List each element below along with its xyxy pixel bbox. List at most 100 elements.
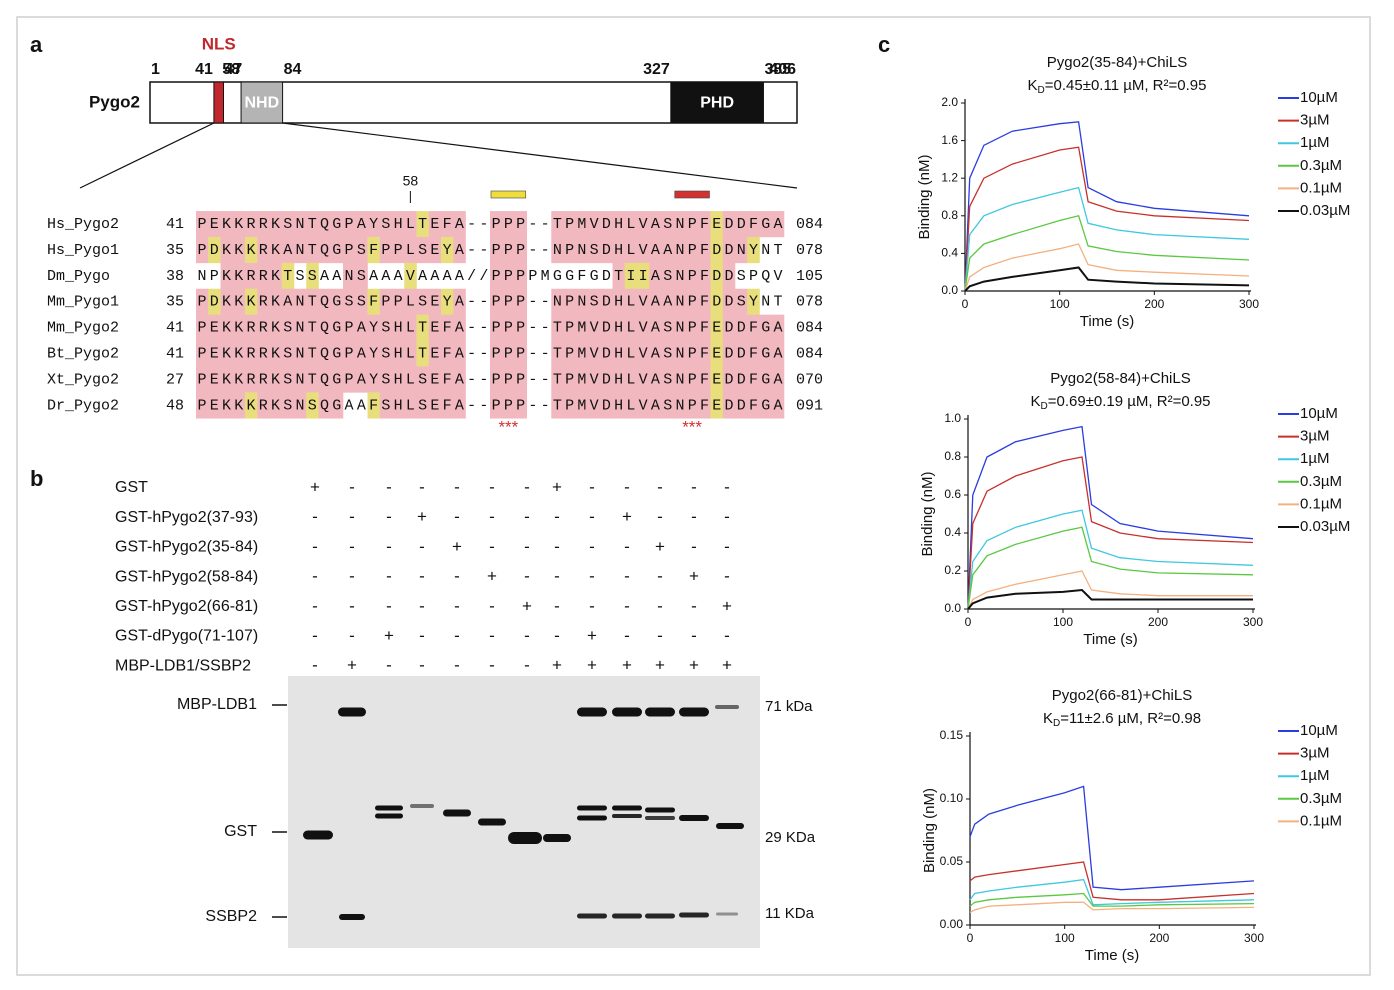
position-label: 41 [195,61,213,78]
residue-shade [196,340,209,367]
panel-label: c [878,32,890,57]
sequence-end: 084 [796,320,823,337]
lane-sign: - [489,507,495,526]
residue-shade [722,262,736,290]
residue-shade [367,288,381,315]
y-tick-label: 0.4 [941,246,958,260]
residue-shade [490,392,503,419]
y-tick-label: 0.15 [940,728,964,742]
lane-sign: - [724,537,730,556]
residue-shade [208,314,221,341]
residue-shade [698,236,711,264]
lane-sign: - [624,567,630,586]
sequence-name: Dr_Pygo2 [47,397,119,414]
residue-shade [428,288,442,315]
residue-shade [661,366,675,393]
residue-shade [722,392,736,419]
lane-sign: + [384,626,394,645]
residue-shade [232,314,246,341]
gel-band [543,834,571,842]
residue-shade [269,211,283,238]
residue-shade [698,288,711,315]
residue-shade [637,288,650,315]
lane-sign: + [452,537,462,556]
domain-label: NLS [202,34,236,53]
residue-shade [379,314,393,341]
residue-shade [257,340,270,367]
lane-sign: - [312,596,318,615]
residue-shade [220,262,234,290]
residue-shade [698,340,711,367]
residue-shade [330,211,344,238]
residue-shade [416,340,430,367]
residue-shade [392,340,405,367]
lane-sign: - [454,596,460,615]
residue-shade [294,288,307,315]
lane-sign: - [589,537,595,556]
residue-shade [257,288,270,315]
residue-shade [245,366,258,393]
residue-shade [294,236,307,264]
residue-shade [735,366,748,393]
residue-shade [355,366,368,393]
residue-shade [318,340,332,367]
motif-bar [674,190,710,199]
lane-sign: - [624,626,630,645]
residue-shade [306,366,319,393]
position-label: 1 [151,61,160,78]
lane-sign: - [419,656,425,675]
lane-sign: - [312,656,318,675]
legend-label: 10µM [1300,405,1338,422]
residue-shade [196,392,209,419]
gel-band [443,809,471,817]
residue-shade [441,236,454,264]
sequence-end: 070 [796,371,823,388]
sequence-start: 35 [166,242,184,259]
residue-shade [710,314,724,341]
lane-sign: - [489,537,495,556]
binding-curve [969,785,1255,891]
lane-sign: - [624,596,630,615]
residue-shade [343,366,356,393]
residue-shade [379,236,393,264]
residue-shade [563,236,577,264]
residue-shade [404,314,417,341]
y-tick-label: 1.0 [944,411,961,425]
residue-shade [392,236,405,264]
sequence-end: 084 [796,216,823,233]
residue-shade [514,392,528,419]
residue-shade [453,392,466,419]
residue-shade [416,236,430,264]
residue-shade [245,340,258,367]
gel-band [577,707,607,717]
x-tick-label: 100 [1055,931,1075,945]
residue-shade [722,340,736,367]
residue-shade [232,236,246,264]
x-axis-label: Time (s) [1085,947,1139,964]
lane-sign: - [624,537,630,556]
residue-shade [759,340,773,367]
residue-shade [759,366,773,393]
lane-sign: - [386,567,392,586]
residue-shade [269,340,283,367]
residue-shade [673,340,687,367]
residue-shade [649,262,662,290]
gel-band [375,813,403,819]
residue-shade [747,288,760,315]
y-axis-label: Binding (nM) [916,154,933,239]
residue-shade [490,340,503,367]
gel-band [339,914,365,920]
gel-band [612,913,642,919]
residue-shade [306,288,319,315]
residue-shade [367,340,381,367]
residue-shade [306,236,319,264]
sequence-end: 078 [796,242,823,259]
residue-shade [379,340,393,367]
kd-text: =0.69±0.19 µM, R²=0.95 [1048,393,1211,410]
residue-shade [710,236,724,264]
y-tick-label: 1.2 [941,170,958,184]
gel-band [645,913,675,919]
lane-sign: - [454,626,460,645]
lane-sign: + [622,507,632,526]
gel [288,676,760,948]
